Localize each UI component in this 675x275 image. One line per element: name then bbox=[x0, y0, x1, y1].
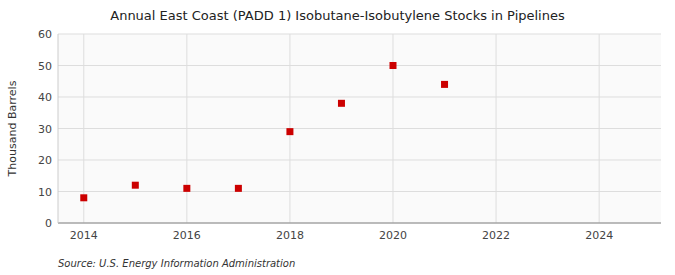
point bbox=[286, 128, 293, 135]
x-tick-label: 2018 bbox=[276, 229, 304, 242]
point bbox=[132, 182, 139, 189]
y-tick-label: 50 bbox=[38, 60, 52, 73]
y-tick-label: 30 bbox=[38, 123, 52, 136]
chart-container: Annual East Coast (PADD 1) Isobutane-Iso… bbox=[0, 0, 675, 275]
y-tick-label: 60 bbox=[38, 28, 52, 41]
x-grid-line bbox=[186, 34, 187, 223]
points bbox=[80, 62, 448, 201]
point bbox=[235, 185, 242, 192]
y-grid-line bbox=[58, 65, 661, 66]
x-grid-line bbox=[496, 34, 497, 223]
y-grid-line bbox=[58, 191, 661, 192]
y-grid-line bbox=[58, 34, 661, 35]
y-tick-label: 20 bbox=[38, 154, 52, 167]
y-grid-line bbox=[58, 223, 661, 224]
chart: Annual East Coast (PADD 1) Isobutane-Iso… bbox=[0, 0, 675, 275]
x-grid-line bbox=[599, 34, 600, 223]
y-axis-label: Thousand Barrels bbox=[6, 80, 19, 177]
y-axis-line bbox=[58, 34, 59, 223]
point bbox=[441, 81, 448, 88]
annotation: Source: U.S. Energy Information Administ… bbox=[58, 258, 295, 269]
y-tick-label: 40 bbox=[38, 91, 52, 104]
y-grid-line bbox=[58, 128, 661, 129]
x-axis-line bbox=[58, 223, 661, 224]
x-tick-label: 2016 bbox=[173, 229, 201, 242]
y-grid-line bbox=[58, 160, 661, 161]
x-tick-label: 2014 bbox=[70, 229, 98, 242]
grid bbox=[58, 34, 661, 223]
point bbox=[80, 194, 87, 201]
plot-area bbox=[58, 34, 661, 223]
point bbox=[338, 100, 345, 107]
x-tick-label: 2022 bbox=[482, 229, 510, 242]
point bbox=[183, 185, 190, 192]
y-tick-label: 10 bbox=[38, 186, 52, 199]
x-tick-label: 2020 bbox=[379, 229, 407, 242]
title: Annual East Coast (PADD 1) Isobutane-Iso… bbox=[110, 8, 565, 23]
y-grid-line bbox=[58, 97, 661, 98]
point bbox=[390, 62, 397, 69]
x-tick-label: 2024 bbox=[585, 229, 613, 242]
y-tick-label: 0 bbox=[45, 217, 52, 230]
